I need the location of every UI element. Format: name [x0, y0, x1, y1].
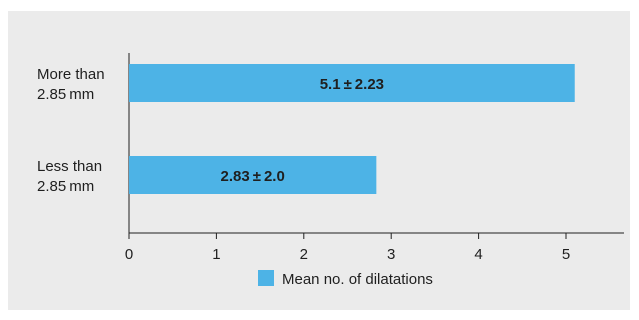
chart-panel: 0 1 2 3 4 5 5.1 ± 2.23 More than 2.85 mm 2.83 ± 2… [8, 11, 630, 310]
bar [129, 64, 575, 102]
category-label: 2.85 mm [37, 86, 94, 103]
x-tick-label: 0 [125, 246, 133, 263]
category-label: Less than [37, 158, 102, 175]
category-label: More than [37, 66, 105, 83]
bar-data-label: 5.1 ± 2.23 [320, 76, 384, 93]
category-label: 2.85 mm [37, 178, 94, 195]
x-tick-label: 5 [562, 246, 570, 263]
bar [129, 156, 377, 194]
x-tick-label: 4 [474, 246, 482, 263]
x-tick-label: 1 [212, 246, 220, 263]
x-tick-label: 2 [300, 246, 308, 263]
x-tick-label: 3 [387, 246, 395, 263]
legend-swatch [258, 270, 274, 286]
legend-label: Mean no. of dilatations [282, 271, 433, 288]
bar-chart: 0 1 2 3 4 5 5.1 ± 2.23 More than 2.85 mm 2.83 ± 2… [37, 53, 624, 288]
bar-data-label: 2.83 ± 2.0 [221, 168, 285, 185]
